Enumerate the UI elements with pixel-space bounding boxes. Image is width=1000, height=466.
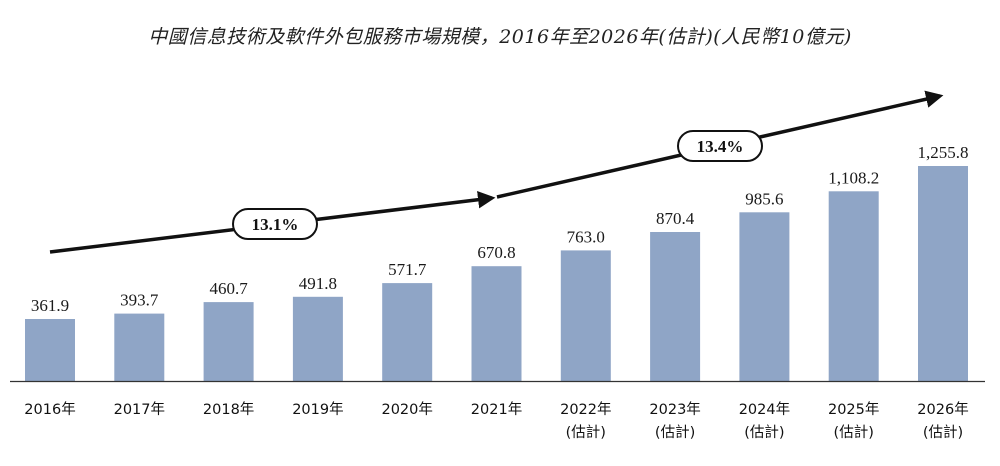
- bar: [471, 266, 522, 381]
- bar: [114, 313, 165, 381]
- chart-title: 中國信息技術及軟件外包服務市場規模，2016年至2026年(估計)(人民幣10億…: [148, 26, 852, 48]
- x-tick-label: 2023年: [649, 401, 700, 418]
- data-label: 571.7: [388, 260, 427, 279]
- bar: [382, 283, 433, 381]
- bar: [25, 319, 75, 381]
- x-tick-note: (估計): [655, 424, 695, 441]
- bar: [292, 296, 343, 381]
- x-tick-label: 2021年: [471, 401, 522, 418]
- data-label: 393.7: [120, 291, 159, 310]
- data-label: 361.9: [31, 296, 69, 315]
- x-tick-label: 2016年: [24, 401, 75, 418]
- bar: [203, 302, 254, 381]
- bar: [739, 212, 790, 381]
- x-tick-note: (估計): [744, 424, 784, 441]
- data-label: 491.8: [299, 274, 337, 293]
- bar: [560, 250, 611, 381]
- data-label: 460.7: [209, 279, 248, 298]
- data-label: 1,108.2: [828, 168, 879, 187]
- x-tick-label: 2017年: [114, 401, 165, 418]
- x-tick-label: 2026年: [917, 401, 968, 418]
- x-tick-label: 2020年: [381, 401, 432, 418]
- data-label: 1,255.8: [918, 143, 969, 162]
- cagr-label: 13.4%: [697, 137, 744, 156]
- x-tick-label: 2018年: [203, 401, 254, 418]
- data-label: 763.0: [567, 227, 605, 246]
- x-tick-label: 2025年: [828, 401, 879, 418]
- bar: [828, 191, 879, 381]
- x-tick-note: (估計): [923, 424, 963, 441]
- x-tick-note: (估計): [566, 424, 606, 441]
- cagr-badge: [232, 208, 318, 240]
- data-label: 985.6: [745, 189, 783, 208]
- bar: [650, 232, 701, 381]
- data-label: 670.8: [477, 243, 515, 262]
- bar: [918, 166, 968, 381]
- x-tick-label: 2019年: [292, 401, 343, 418]
- x-tick-label: 2024年: [739, 401, 790, 418]
- cagr-label: 13.1%: [252, 215, 299, 234]
- cagr-badge: [677, 130, 763, 162]
- x-tick-note: (估計): [834, 424, 874, 441]
- data-label: 870.4: [656, 209, 695, 228]
- x-tick-label: 2022年: [560, 401, 611, 418]
